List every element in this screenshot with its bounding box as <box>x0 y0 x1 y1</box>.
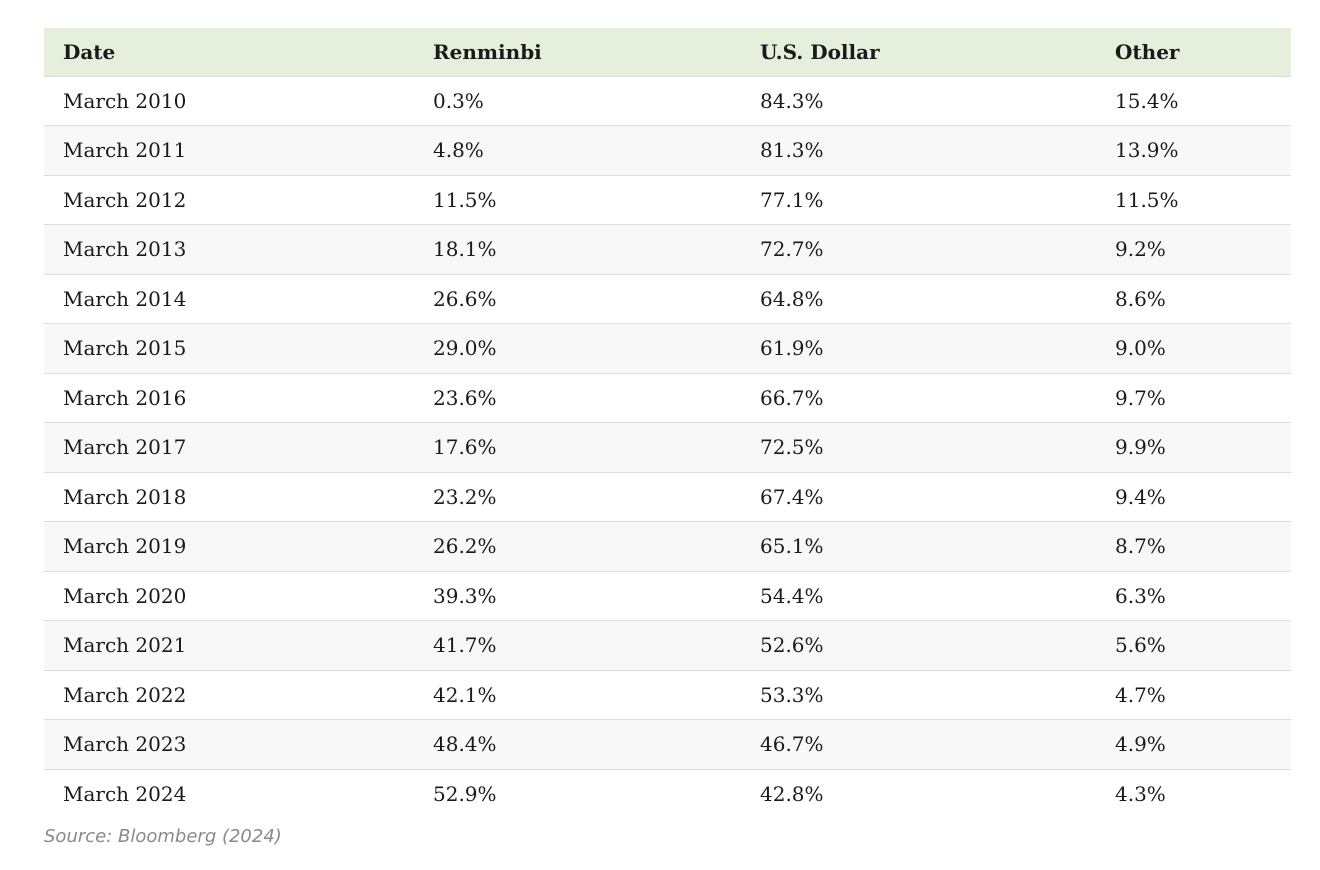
date-cell: March 2010 <box>44 76 414 126</box>
column-header-renminbi: Renminbi <box>414 28 741 77</box>
table-row: March 2023 48.4% 46.7% 4.9% <box>44 719 1291 770</box>
renminbi-cell: 42.1% <box>414 670 741 720</box>
us-dollar-cell: 42.8% <box>760 782 824 806</box>
table-row: March 2020 39.3% 54.4% 6.3% <box>44 571 1291 621</box>
other-cell: 9.0% <box>1096 323 1291 374</box>
table-row: March 2013 18.1% 72.7% 9.2% <box>44 224 1291 275</box>
other-cell: 6.3% <box>1096 571 1291 621</box>
table-row: March 2016 23.6% 66.7% 9.7% <box>44 373 1291 423</box>
date-cell: March 2019 <box>44 521 414 572</box>
renminbi-cell: 41.7% <box>414 620 741 671</box>
renminbi-cell: 17.6% <box>414 422 741 473</box>
us-dollar-cell: 72.5% <box>741 422 1096 473</box>
us-dollar-cell: 64.8% <box>741 274 1096 324</box>
table-header-row: Date Renminbi U.S. Dollar Other <box>44 28 1291 77</box>
other-cell: 9.2% <box>1096 224 1291 275</box>
date-cell: March 2024 <box>63 782 187 806</box>
date-cell: March 2013 <box>44 224 414 275</box>
other-cell: 13.9% <box>1096 125 1291 176</box>
us-dollar-cell: 77.1% <box>741 175 1096 225</box>
table-row: March 2022 42.1% 53.3% 4.7% <box>44 670 1291 720</box>
date-cell: March 2014 <box>44 274 414 324</box>
renminbi-cell: 29.0% <box>414 323 741 374</box>
renminbi-cell: 18.1% <box>414 224 741 275</box>
date-cell: March 2021 <box>44 620 414 671</box>
currency-share-table: Date Renminbi U.S. Dollar Other March 20… <box>44 28 1291 819</box>
date-cell: March 2018 <box>44 472 414 522</box>
table-row: March 2015 29.0% 61.9% 9.0% <box>44 323 1291 374</box>
table-row: March 2021 41.7% 52.6% 5.6% <box>44 620 1291 671</box>
us-dollar-cell: 84.3% <box>741 76 1096 126</box>
other-cell: 8.6% <box>1096 274 1291 324</box>
us-dollar-cell: 46.7% <box>741 719 1096 770</box>
table-row: March 2024 52.9% 42.8% 4.3% <box>44 769 1291 819</box>
other-cell: 9.9% <box>1096 422 1291 473</box>
other-cell: 11.5% <box>1096 175 1291 225</box>
us-dollar-cell: 53.3% <box>741 670 1096 720</box>
table-row: March 2019 26.2% 65.1% 8.7% <box>44 521 1291 572</box>
table-row: March 2011 4.8% 81.3% 13.9% <box>44 125 1291 176</box>
date-cell: March 2011 <box>44 125 414 176</box>
table-header: Date Renminbi U.S. Dollar Other <box>44 28 1291 77</box>
column-header-us-dollar: U.S. Dollar <box>741 28 1096 77</box>
date-cell: March 2020 <box>44 571 414 621</box>
renminbi-cell: 23.2% <box>414 472 741 522</box>
source-note: Source: Bloomberg (2024) <box>44 826 282 847</box>
date-cell: March 2016 <box>44 373 414 423</box>
us-dollar-cell: 54.4% <box>741 571 1096 621</box>
renminbi-cell: 52.9% <box>433 782 497 806</box>
other-cell: 8.7% <box>1096 521 1291 572</box>
other-cell: 9.4% <box>1096 472 1291 522</box>
renminbi-cell: 39.3% <box>414 571 741 621</box>
renminbi-cell: 4.8% <box>414 125 741 176</box>
us-dollar-cell: 66.7% <box>741 373 1096 423</box>
table-row: March 2012 11.5% 77.1% 11.5% <box>44 175 1291 225</box>
us-dollar-cell: 72.7% <box>741 224 1096 275</box>
date-cell: March 2015 <box>44 323 414 374</box>
renminbi-cell: 26.2% <box>414 521 741 572</box>
us-dollar-cell: 65.1% <box>741 521 1096 572</box>
us-dollar-cell: 52.6% <box>741 620 1096 671</box>
other-cell: 4.7% <box>1096 670 1291 720</box>
renminbi-cell: 11.5% <box>414 175 741 225</box>
other-cell: 15.4% <box>1096 76 1291 126</box>
column-header-date: Date <box>44 28 414 77</box>
table-body: March 2010 0.3% 84.3% 15.4% March 2011 4.8% 81… <box>44 76 1291 819</box>
table-row: March 2014 26.6% 64.8% 8.6% <box>44 274 1291 324</box>
renminbi-cell: 0.3% <box>414 76 741 126</box>
renminbi-cell: 23.6% <box>414 373 741 423</box>
currency-share-table-container: Date Renminbi U.S. Dollar Other March 20… <box>44 28 1291 819</box>
date-cell: March 2017 <box>44 422 414 473</box>
date-cell: March 2012 <box>44 175 414 225</box>
table-row: March 2017 17.6% 72.5% 9.9% <box>44 422 1291 473</box>
us-dollar-cell: 61.9% <box>741 323 1096 374</box>
other-cell: 5.6% <box>1096 620 1291 671</box>
us-dollar-cell: 81.3% <box>741 125 1096 176</box>
other-cell: 4.3% <box>1115 782 1166 806</box>
table-row: March 2010 0.3% 84.3% 15.4% <box>44 76 1291 126</box>
us-dollar-cell: 67.4% <box>741 472 1096 522</box>
other-cell: 4.9% <box>1096 719 1291 770</box>
date-cell: March 2023 <box>44 719 414 770</box>
renminbi-cell: 26.6% <box>414 274 741 324</box>
column-header-other: Other <box>1096 28 1291 77</box>
renminbi-cell: 48.4% <box>414 719 741 770</box>
table-row: March 2018 23.2% 67.4% 9.4% <box>44 472 1291 522</box>
other-cell: 9.7% <box>1096 373 1291 423</box>
date-cell: March 2022 <box>44 670 414 720</box>
